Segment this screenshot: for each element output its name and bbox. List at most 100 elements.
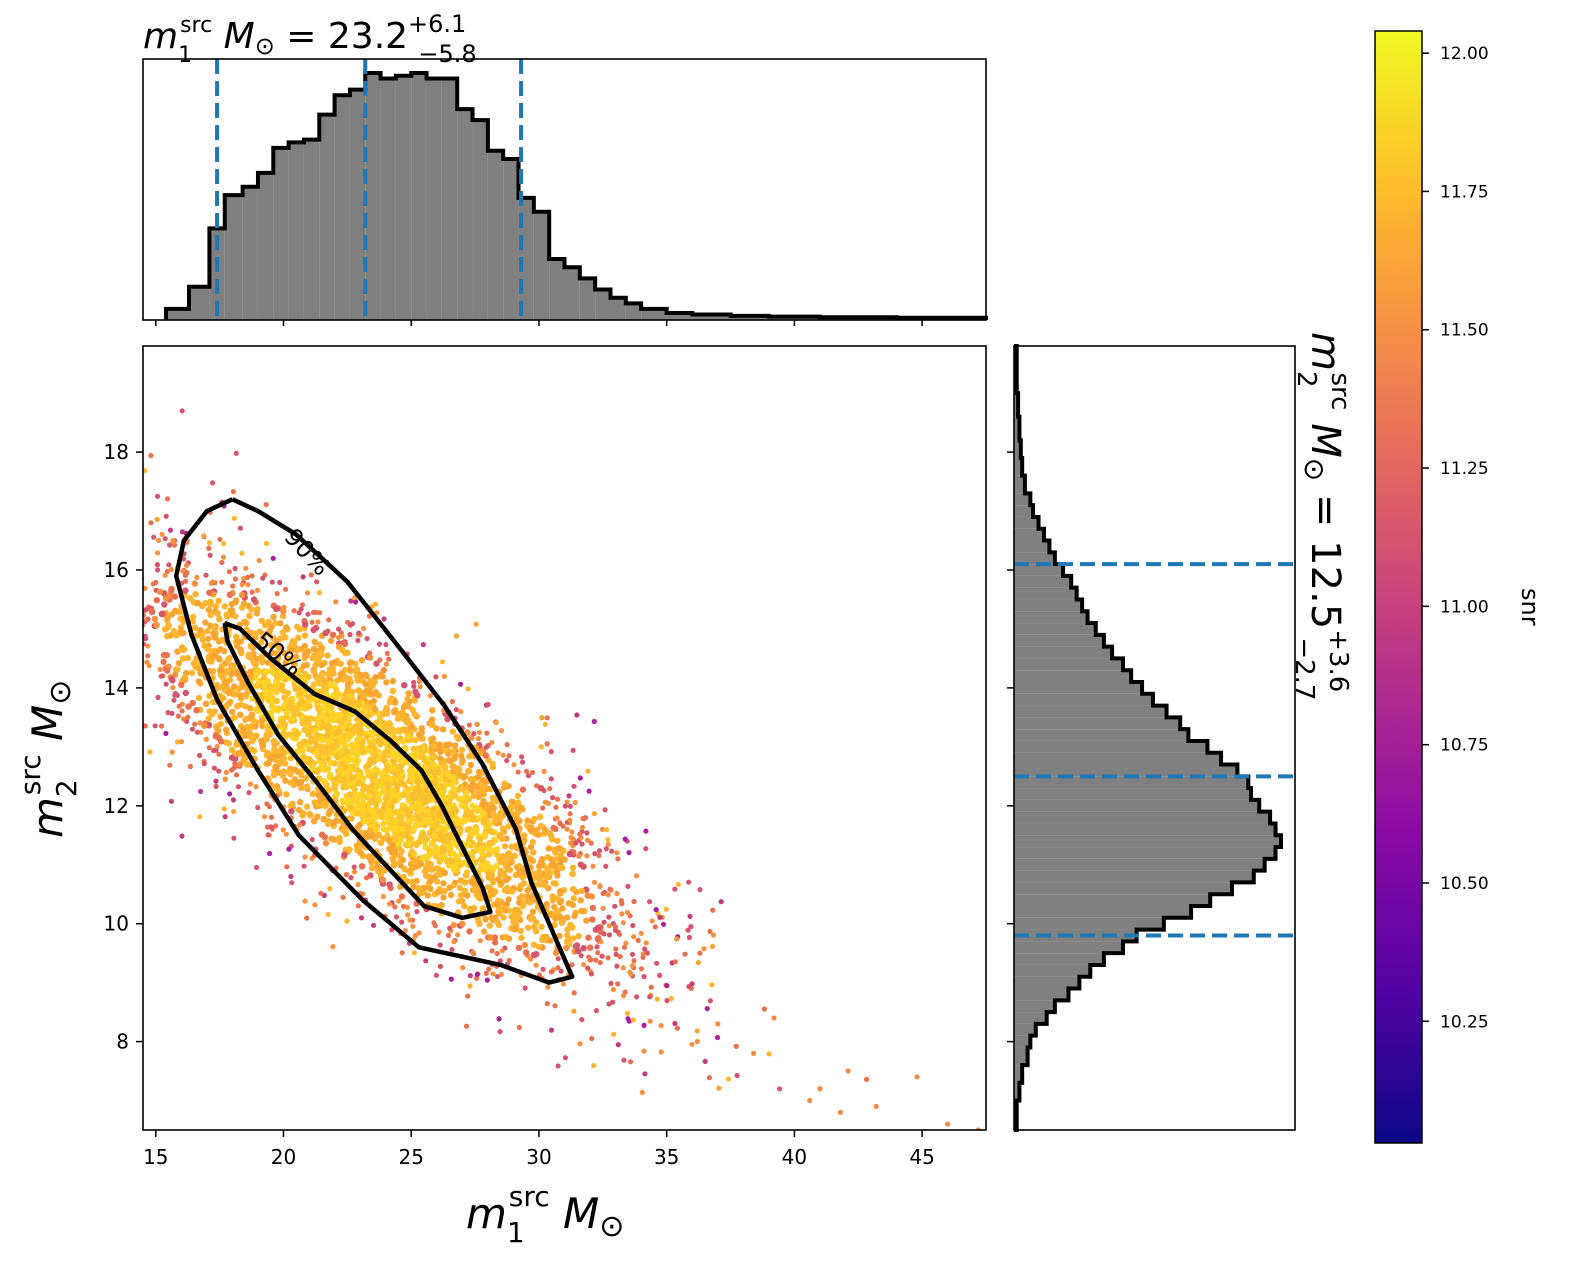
scatter-point <box>243 761 251 768</box>
scatter-point <box>399 950 405 956</box>
scatter-point <box>296 822 302 828</box>
scatter-point <box>247 734 255 741</box>
scatter-point <box>388 763 395 770</box>
scatter-point <box>459 757 466 764</box>
scatter-point <box>438 789 445 796</box>
scatter-point <box>571 1008 577 1014</box>
scatter-point <box>570 895 577 902</box>
scatter-point <box>307 715 315 722</box>
scatter-point <box>225 689 233 697</box>
right-hist-bar <box>1014 393 1019 417</box>
scatter-point <box>319 736 326 744</box>
scatter-point <box>385 836 392 844</box>
scatter-point <box>231 835 237 841</box>
scatter-point <box>321 800 329 807</box>
top-hist-bar <box>257 172 274 320</box>
scatter-point <box>197 670 205 677</box>
scatter-point <box>457 892 465 899</box>
scatter-point <box>182 587 189 594</box>
top-hist-bar <box>380 78 396 320</box>
scatter-point <box>181 646 188 653</box>
scatter-point <box>395 781 402 788</box>
scatter-point <box>479 782 486 789</box>
scatter-point <box>613 951 619 958</box>
scatter-point <box>132 511 137 516</box>
scatter-point <box>221 603 228 610</box>
scatter-point <box>100 652 105 657</box>
scatter-point <box>697 950 703 956</box>
scatter-point <box>305 611 311 617</box>
scatter-point <box>370 922 377 928</box>
scatter-point <box>441 852 448 859</box>
scatter-point <box>553 804 559 810</box>
scatter-point <box>121 540 126 545</box>
scatter-point <box>463 1023 470 1029</box>
scatter-point <box>179 408 185 414</box>
scatter-point <box>477 836 484 843</box>
scatter-point <box>715 1021 721 1027</box>
scatter-point <box>129 578 134 583</box>
scatter-point <box>191 624 199 631</box>
scatter-point <box>429 839 436 847</box>
scatter-point <box>674 1025 681 1031</box>
scatter-point <box>503 835 510 842</box>
scatter-point <box>355 779 362 786</box>
scatter-point <box>33 557 38 562</box>
scatter-point <box>319 670 326 677</box>
scatter-point <box>571 990 577 996</box>
scatter-point <box>605 892 611 898</box>
scatter-point <box>238 591 246 599</box>
scatter-point <box>106 611 111 616</box>
scatter-point <box>466 928 473 935</box>
scatter-point <box>331 776 338 784</box>
scatter-point <box>457 681 464 687</box>
scatter-point <box>251 630 258 637</box>
scatter-point <box>47 617 52 622</box>
scatter-point <box>256 557 262 564</box>
scatter-point <box>521 941 528 949</box>
scatter-point <box>515 863 523 870</box>
scatter-point <box>725 1076 732 1082</box>
x-tick-label: 20 <box>271 1145 296 1169</box>
scatter-point <box>498 728 504 734</box>
scatter-point <box>325 739 332 746</box>
colorbar: 10.25 10.50 10.75 11.00 11.25 11.50 11.75 12.00… <box>1374 30 1544 1144</box>
scatter-point <box>296 741 303 748</box>
scatter-point <box>355 687 362 694</box>
scatter-point <box>639 1089 645 1095</box>
scatter-point <box>505 850 512 857</box>
scatter-point <box>618 898 625 904</box>
scatter-point <box>522 985 528 991</box>
scatter-point <box>566 850 574 858</box>
top-hist-bar <box>503 159 519 320</box>
scatter-point <box>324 652 331 659</box>
scatter-point <box>302 621 309 628</box>
scatter-point <box>545 845 552 852</box>
scatter-point <box>290 661 298 669</box>
scatter-point <box>416 808 423 815</box>
scatter-point <box>270 613 277 621</box>
scatter-point <box>406 698 413 705</box>
scatter-point <box>164 624 172 631</box>
scatter-point <box>357 850 365 857</box>
scatter-point <box>223 769 229 776</box>
scatter-point <box>285 731 293 738</box>
scatter-point <box>389 677 397 685</box>
scatter-point <box>575 947 582 955</box>
top-hist-bar <box>730 315 769 320</box>
scatter-point <box>389 842 396 849</box>
scatter-point <box>499 948 505 954</box>
scatter-point <box>325 911 331 918</box>
scatter-point <box>497 858 505 865</box>
scatter-point <box>221 806 227 812</box>
right-hist-bar <box>1014 475 1025 494</box>
scatter-point <box>228 601 235 608</box>
scatter-point <box>391 834 399 841</box>
scatter-point <box>449 749 457 756</box>
scatter-point <box>249 589 255 595</box>
top-hist-bar <box>579 278 596 320</box>
scatter-point <box>640 954 646 961</box>
scatter-point <box>48 639 53 644</box>
scatter-point <box>48 657 53 662</box>
right-hist-bar <box>1014 988 1069 1001</box>
